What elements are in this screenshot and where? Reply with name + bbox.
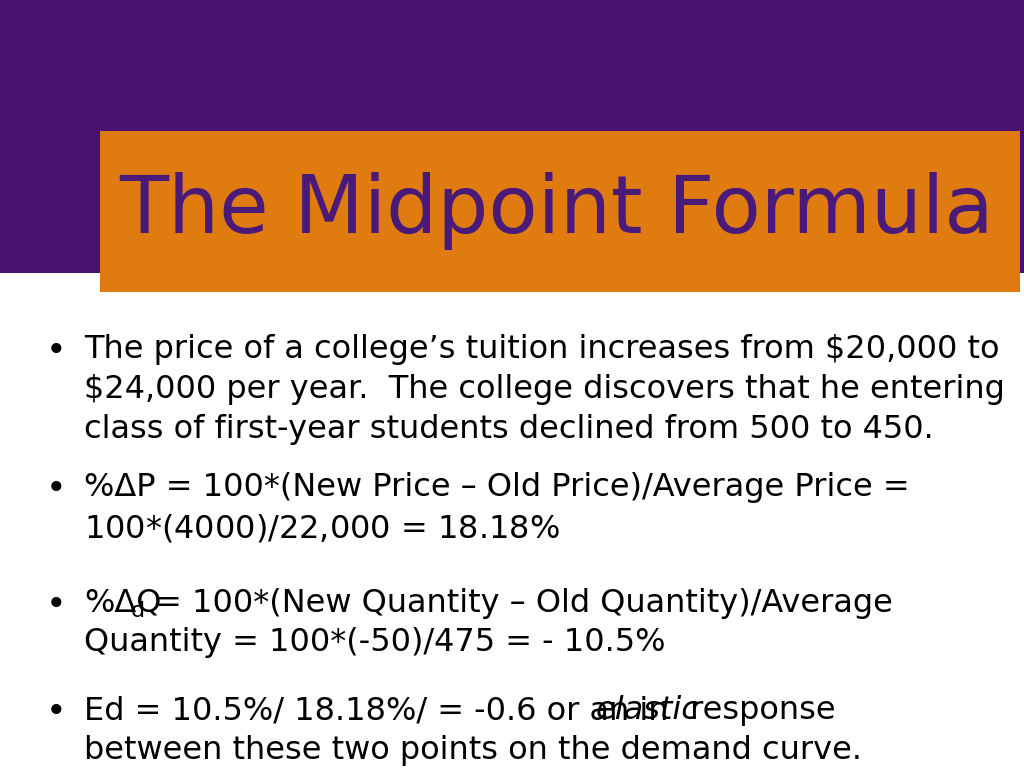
Text: %ΔP = 100*(New Price – Old Price)/Average Price =: %ΔP = 100*(New Price – Old Price)/Averag…	[84, 472, 909, 503]
Text: $24,000 per year.  The college discovers that he entering: $24,000 per year. The college discovers …	[84, 374, 1005, 405]
Text: •: •	[46, 472, 67, 506]
Text: = 100*(New Quantity – Old Quantity)/Average: = 100*(New Quantity – Old Quantity)/Aver…	[145, 588, 893, 618]
Text: %ΔQ: %ΔQ	[84, 588, 162, 618]
Text: •: •	[46, 588, 67, 621]
Text: The price of a college’s tuition increases from $20,000 to: The price of a college’s tuition increas…	[84, 334, 999, 365]
Text: Quantity = 100*(-50)/475 = - 10.5%: Quantity = 100*(-50)/475 = - 10.5%	[84, 627, 666, 658]
Text: 100*($4000)/$22,000 = 18.18%: 100*($4000)/$22,000 = 18.18%	[84, 512, 559, 545]
Text: •: •	[46, 695, 67, 729]
Text: response: response	[680, 695, 836, 726]
Text: d: d	[131, 601, 145, 621]
Text: between these two points on the demand curve.: between these two points on the demand c…	[84, 735, 862, 766]
Text: The Midpoint Formula: The Midpoint Formula	[119, 172, 993, 250]
Text: •: •	[46, 334, 67, 368]
Text: class of first-year students declined from 500 to 450.: class of first-year students declined fr…	[84, 414, 934, 445]
Text: elastic: elastic	[596, 695, 699, 726]
Text: Ed = 10.5%/ 18.18%/ = -0.6 or an in: Ed = 10.5%/ 18.18%/ = -0.6 or an in	[84, 695, 669, 726]
